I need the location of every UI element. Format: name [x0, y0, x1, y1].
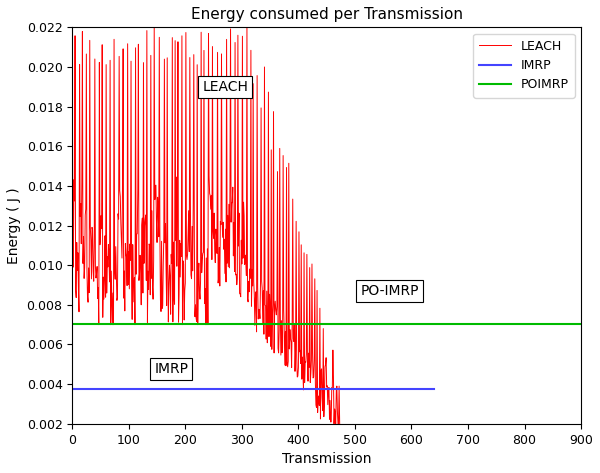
Title: Energy consumed per Transmission: Energy consumed per Transmission — [191, 7, 463, 22]
IMRP — [68, 386, 76, 392]
LEACH — [83, 266, 91, 272]
IMRP — [431, 386, 438, 392]
Line: LEACH: LEACH — [72, 27, 340, 424]
Text: PO-IMRP: PO-IMRP — [361, 284, 419, 298]
LEACH — [68, 47, 76, 53]
X-axis label: Transmission: Transmission — [282, 452, 371, 466]
LEACH — [336, 421, 343, 427]
LEACH — [331, 421, 338, 427]
LEACH — [298, 242, 305, 248]
Y-axis label: Energy ( J ): Energy ( J ) — [7, 187, 21, 264]
Text: LEACH: LEACH — [202, 80, 248, 94]
LEACH — [244, 25, 251, 30]
LEACH — [109, 290, 116, 296]
LEACH — [155, 234, 163, 239]
Text: IMRP: IMRP — [154, 362, 188, 376]
Legend: LEACH, IMRP, POIMRP: LEACH, IMRP, POIMRP — [473, 34, 575, 97]
LEACH — [89, 227, 96, 233]
LEACH — [187, 201, 194, 207]
